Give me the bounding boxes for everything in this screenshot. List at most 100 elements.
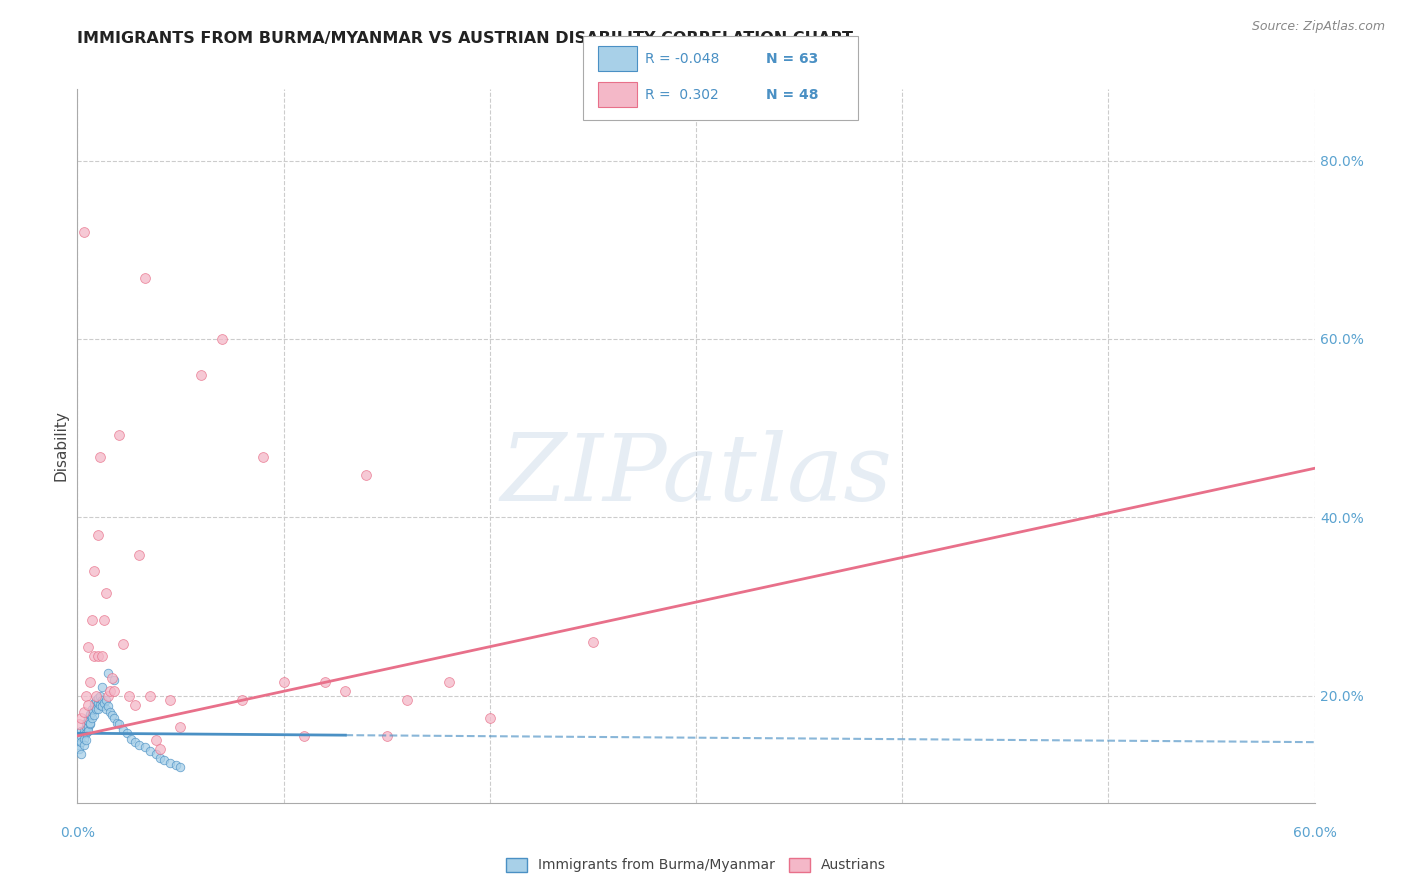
Point	[96, 702, 118, 716]
Point	[149, 742, 172, 756]
Point	[273, 675, 295, 690]
Point	[105, 715, 128, 730]
Point	[79, 715, 101, 730]
Point	[76, 711, 98, 725]
Point	[83, 708, 105, 723]
Point	[76, 720, 98, 734]
Point	[165, 758, 187, 772]
Point	[79, 706, 101, 721]
Point	[84, 689, 107, 703]
Point	[1139, 809, 1161, 823]
Point	[93, 613, 115, 627]
Point	[159, 693, 181, 707]
Point	[124, 698, 146, 712]
Point	[72, 723, 94, 737]
Text: IMMIGRANTS FROM BURMA/MYANMAR VS AUSTRIAN DISABILITY CORRELATION CHART: IMMIGRANTS FROM BURMA/MYANMAR VS AUSTRIA…	[77, 31, 853, 46]
Point	[89, 698, 111, 712]
Point	[97, 689, 120, 703]
Point	[354, 467, 377, 482]
Point	[145, 747, 167, 761]
Point	[190, 368, 212, 382]
Point	[128, 738, 150, 752]
Point	[252, 450, 274, 464]
Text: R = -0.048: R = -0.048	[645, 52, 720, 66]
Point	[128, 548, 150, 562]
Point	[124, 735, 146, 749]
Point	[70, 747, 93, 761]
Point	[396, 693, 419, 707]
Text: ZIPatlas: ZIPatlas	[501, 430, 891, 519]
Point	[107, 717, 129, 731]
Point	[138, 689, 160, 703]
Point	[437, 675, 460, 690]
Point	[91, 648, 114, 663]
Point	[72, 731, 94, 746]
Point	[107, 428, 129, 442]
Point	[134, 271, 156, 285]
Point	[70, 729, 93, 743]
Point	[292, 729, 315, 743]
Text: N = 48: N = 48	[766, 87, 818, 102]
Point	[138, 744, 160, 758]
Point	[211, 332, 233, 346]
Point	[79, 717, 101, 731]
Text: Source: ZipAtlas.com: Source: ZipAtlas.com	[1251, 20, 1385, 33]
Point	[80, 711, 103, 725]
Point	[87, 648, 110, 663]
Text: N = 63: N = 63	[766, 52, 818, 66]
Point	[134, 740, 156, 755]
Point	[314, 675, 336, 690]
Point	[115, 726, 138, 740]
Point	[97, 666, 120, 681]
Point	[84, 702, 107, 716]
Point	[169, 760, 191, 774]
Point	[111, 723, 134, 737]
Point	[87, 696, 110, 710]
Point	[93, 696, 115, 710]
Point	[478, 711, 501, 725]
Point	[67, 742, 90, 756]
Point	[87, 702, 110, 716]
Point	[87, 690, 110, 705]
Point	[80, 613, 103, 627]
Point	[96, 586, 118, 600]
Point	[101, 708, 124, 723]
Point	[231, 693, 253, 707]
Point	[103, 684, 125, 698]
Point	[103, 673, 125, 687]
Point	[169, 720, 191, 734]
Point	[75, 689, 97, 703]
Point	[83, 564, 105, 578]
Point	[159, 756, 181, 770]
Point	[83, 696, 105, 710]
Point	[76, 640, 98, 654]
Point	[67, 733, 90, 747]
Point	[75, 733, 97, 747]
Point	[91, 680, 114, 694]
Point	[67, 738, 90, 752]
Point	[76, 714, 98, 728]
Point	[91, 693, 114, 707]
Point	[76, 724, 98, 739]
Point	[118, 689, 141, 703]
Point	[91, 699, 114, 714]
Point	[72, 705, 94, 719]
Point	[153, 753, 176, 767]
Point	[75, 726, 97, 740]
Point	[75, 715, 97, 730]
Point	[87, 528, 110, 542]
Point	[72, 738, 94, 752]
Point	[103, 711, 125, 725]
Point	[70, 724, 93, 739]
Point	[149, 751, 172, 765]
Text: 60.0%: 60.0%	[1292, 826, 1337, 840]
Point	[89, 450, 111, 464]
Point	[80, 702, 103, 716]
Point	[335, 684, 357, 698]
Point	[98, 684, 121, 698]
Point	[98, 705, 121, 719]
Point	[83, 699, 105, 714]
Point	[79, 708, 101, 723]
Y-axis label: Disability: Disability	[53, 410, 69, 482]
Point	[145, 733, 167, 747]
